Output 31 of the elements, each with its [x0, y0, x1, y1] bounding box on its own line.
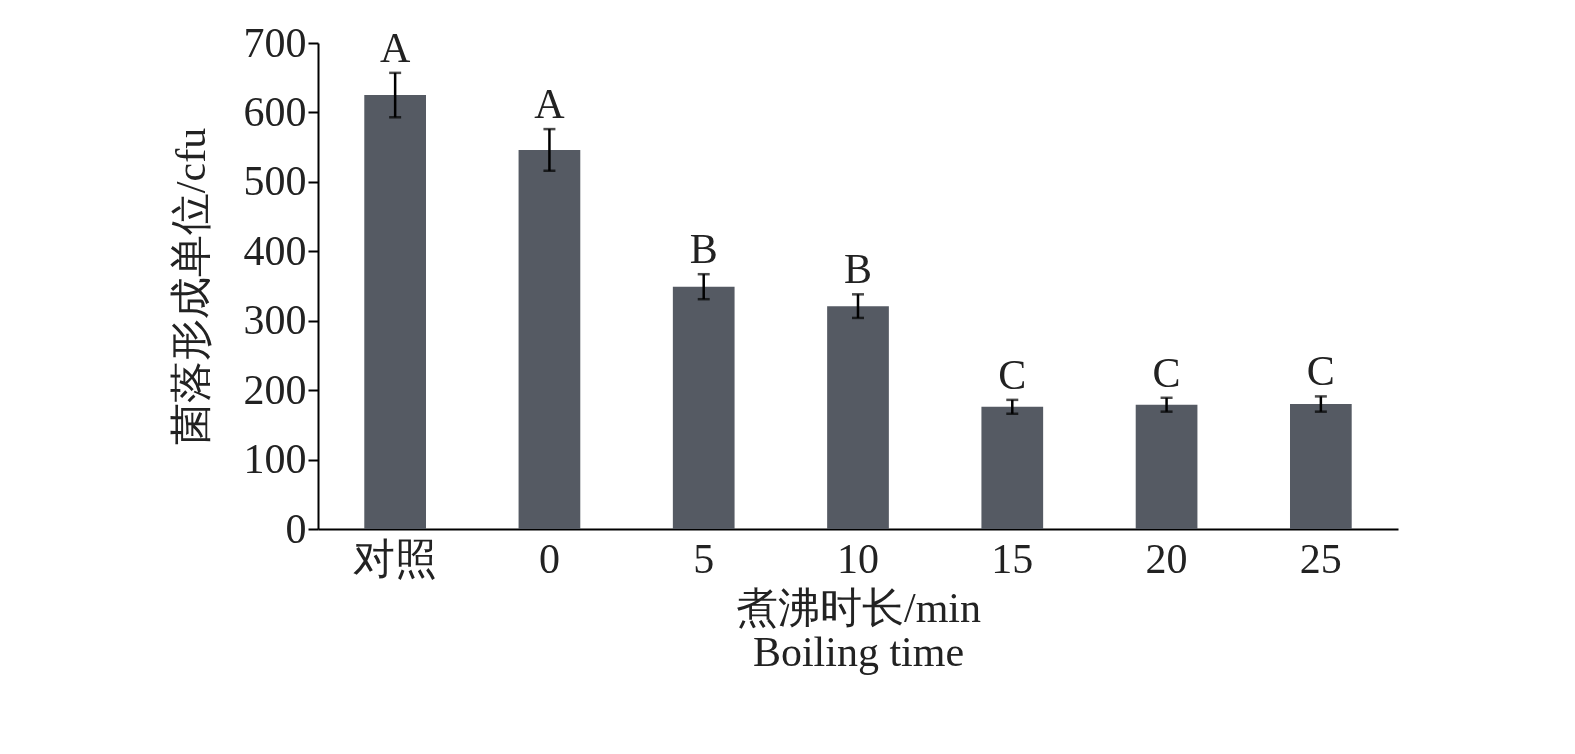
y-axis-title: 菌落形成单位/cfu — [167, 127, 214, 446]
x-tick-label: 10 — [837, 535, 879, 582]
y-tick-label: 500 — [243, 158, 307, 205]
x-tick-label: 15 — [991, 535, 1034, 582]
annotation: C — [1306, 348, 1335, 395]
annotation: B — [843, 246, 873, 293]
annotation: A — [534, 81, 566, 128]
bar — [827, 306, 889, 529]
annotation: B — [689, 226, 718, 273]
y-tick-label: 0 — [285, 505, 307, 552]
x-tick-label: 0 — [538, 535, 560, 582]
y-tick-label: 200 — [243, 366, 307, 413]
x-tick-label: 25 — [1299, 535, 1342, 582]
bar — [1290, 404, 1352, 529]
y-tick-label: 300 — [243, 297, 307, 344]
annotation: C — [998, 351, 1027, 398]
bar — [518, 149, 581, 529]
y-tick-label: 700 — [243, 19, 307, 66]
bar — [1135, 404, 1198, 529]
y-tick-label: 100 — [243, 436, 307, 483]
x-tick-label: 对照 — [353, 535, 438, 582]
x-tick-label: 5 — [693, 535, 715, 582]
bar — [981, 406, 1044, 529]
bar — [364, 95, 426, 529]
y-tick-label: 600 — [243, 88, 307, 135]
x-tick-label: 20 — [1145, 535, 1188, 582]
bar — [672, 286, 735, 529]
annotation: A — [379, 24, 411, 71]
y-tick-label: 400 — [243, 227, 307, 274]
annotation: C — [1152, 349, 1181, 396]
x-axis-title: 煮沸时长/min Boiling time — [735, 584, 982, 675]
